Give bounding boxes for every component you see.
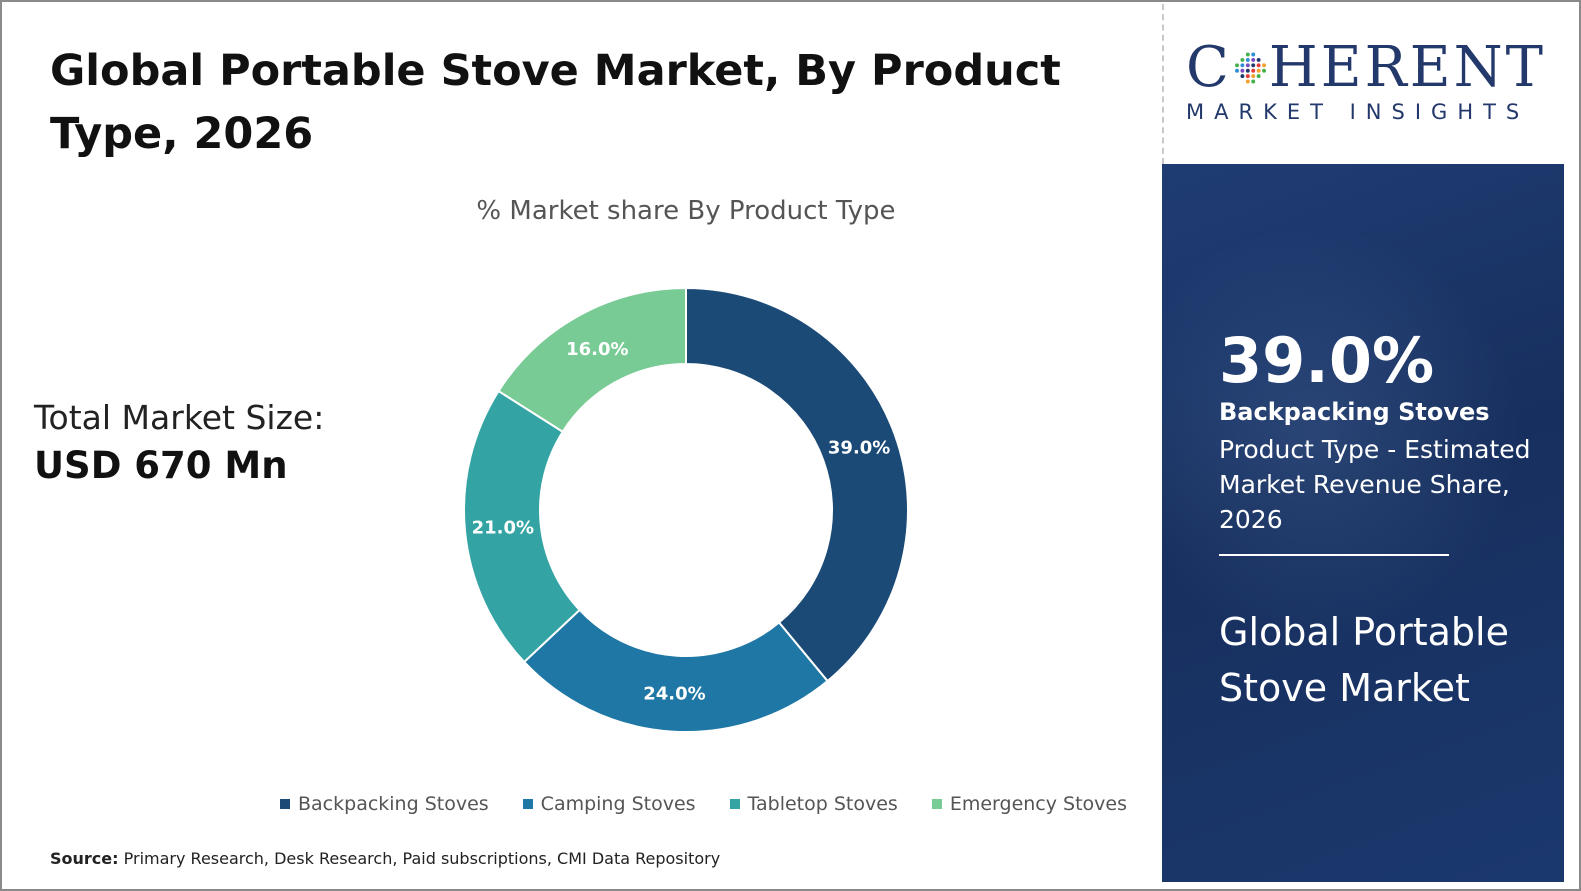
- panel-divider: [1219, 554, 1449, 556]
- logo-dot: [1251, 57, 1256, 62]
- logo-dot: [1256, 57, 1261, 62]
- legend-item: Backpacking Stoves: [280, 793, 489, 815]
- logo-dot: [1256, 74, 1261, 79]
- legend-label: Tabletop Stoves: [747, 793, 898, 815]
- donut-slice-camping-stoves: [522, 608, 829, 733]
- legend-label: Emergency Stoves: [949, 793, 1127, 815]
- legend-label: Camping Stoves: [540, 793, 696, 815]
- logo-dot: [1245, 74, 1250, 79]
- source-note: Source: Primary Research, Desk Research,…: [50, 849, 720, 868]
- logo-dot: [1245, 68, 1250, 73]
- legend-swatch: [280, 799, 290, 809]
- dot-grid-icon: [1234, 52, 1266, 84]
- logo-dot: [1234, 68, 1239, 73]
- slice-value-label: 16.0%: [566, 339, 628, 360]
- source-label: Source:: [50, 849, 119, 868]
- market-size-value: USD 670 Mn: [34, 444, 288, 487]
- highlight-panel: 39.0% Backpacking Stoves Product Type - …: [1162, 164, 1564, 882]
- panel-footer-title: Global Portable Stove Market: [1219, 610, 1509, 710]
- legend-item: Emergency Stoves: [931, 793, 1127, 815]
- logo-dot: [1245, 57, 1250, 62]
- legend-label: Backpacking Stoves: [298, 793, 489, 815]
- chart-legend: Backpacking Stoves Camping Stoves Tabletop…: [280, 793, 1127, 815]
- donut-slice-emergency-stoves: [497, 286, 687, 434]
- slice-value-label: 21.0%: [472, 517, 534, 538]
- legend-swatch: [729, 799, 740, 809]
- legend-swatch: [931, 799, 942, 809]
- logo-dot: [1234, 63, 1239, 68]
- logo-dot: [1256, 68, 1261, 73]
- logo-dot: [1251, 68, 1256, 73]
- logo-wordmark: C HERENT: [1186, 40, 1546, 96]
- logo-dot: [1251, 63, 1256, 68]
- market-size-label: Total Market Size:: [34, 398, 325, 437]
- logo-dot: [1251, 52, 1256, 57]
- logo-dot: [1245, 52, 1250, 57]
- logo-dot: [1261, 63, 1266, 68]
- chart-subtitle: % Market share By Product Type: [476, 196, 896, 226]
- logo-dot: [1245, 63, 1250, 68]
- logo-dot: [1240, 63, 1245, 68]
- logo-dot: [1251, 74, 1256, 79]
- legend-item: Tabletop Stoves: [729, 793, 898, 815]
- logo-word-start: C: [1186, 35, 1232, 100]
- logo-dot: [1261, 68, 1266, 73]
- slice-value-label: 39.0%: [828, 438, 890, 459]
- legend-item: Camping Stoves: [522, 793, 696, 815]
- donut-chart: 39.0% 24.0% 21.0% 16.0%: [463, 286, 909, 733]
- legend-swatch: [522, 799, 533, 809]
- highlight-value: 39.0%: [1219, 324, 1435, 397]
- company-logo: C HERENT MARKET INSIGHTS: [1186, 40, 1546, 125]
- source-text: Primary Research, Desk Research, Paid su…: [123, 849, 721, 868]
- slice-value-label: 24.0%: [643, 684, 705, 705]
- logo-dot: [1240, 57, 1245, 62]
- panel-background-glow: [1162, 224, 1522, 644]
- highlight-label: Backpacking Stoves: [1219, 398, 1490, 426]
- highlight-description: Product Type - Estimated Market Revenue …: [1219, 435, 1531, 534]
- logo-dot: [1240, 68, 1245, 73]
- header-divider: [1162, 4, 1164, 164]
- logo-subtitle: MARKET INSIGHTS: [1186, 100, 1530, 124]
- logo-dot: [1251, 79, 1256, 84]
- logo-dot: [1245, 79, 1250, 84]
- donut-slice-backpacking-stoves: [685, 286, 909, 683]
- page-title: Global Portable Stove Market, By Product…: [50, 46, 1061, 159]
- logo-dot: [1240, 74, 1245, 79]
- logo-word-end: HERENT: [1268, 35, 1546, 100]
- logo-dot: [1256, 63, 1261, 68]
